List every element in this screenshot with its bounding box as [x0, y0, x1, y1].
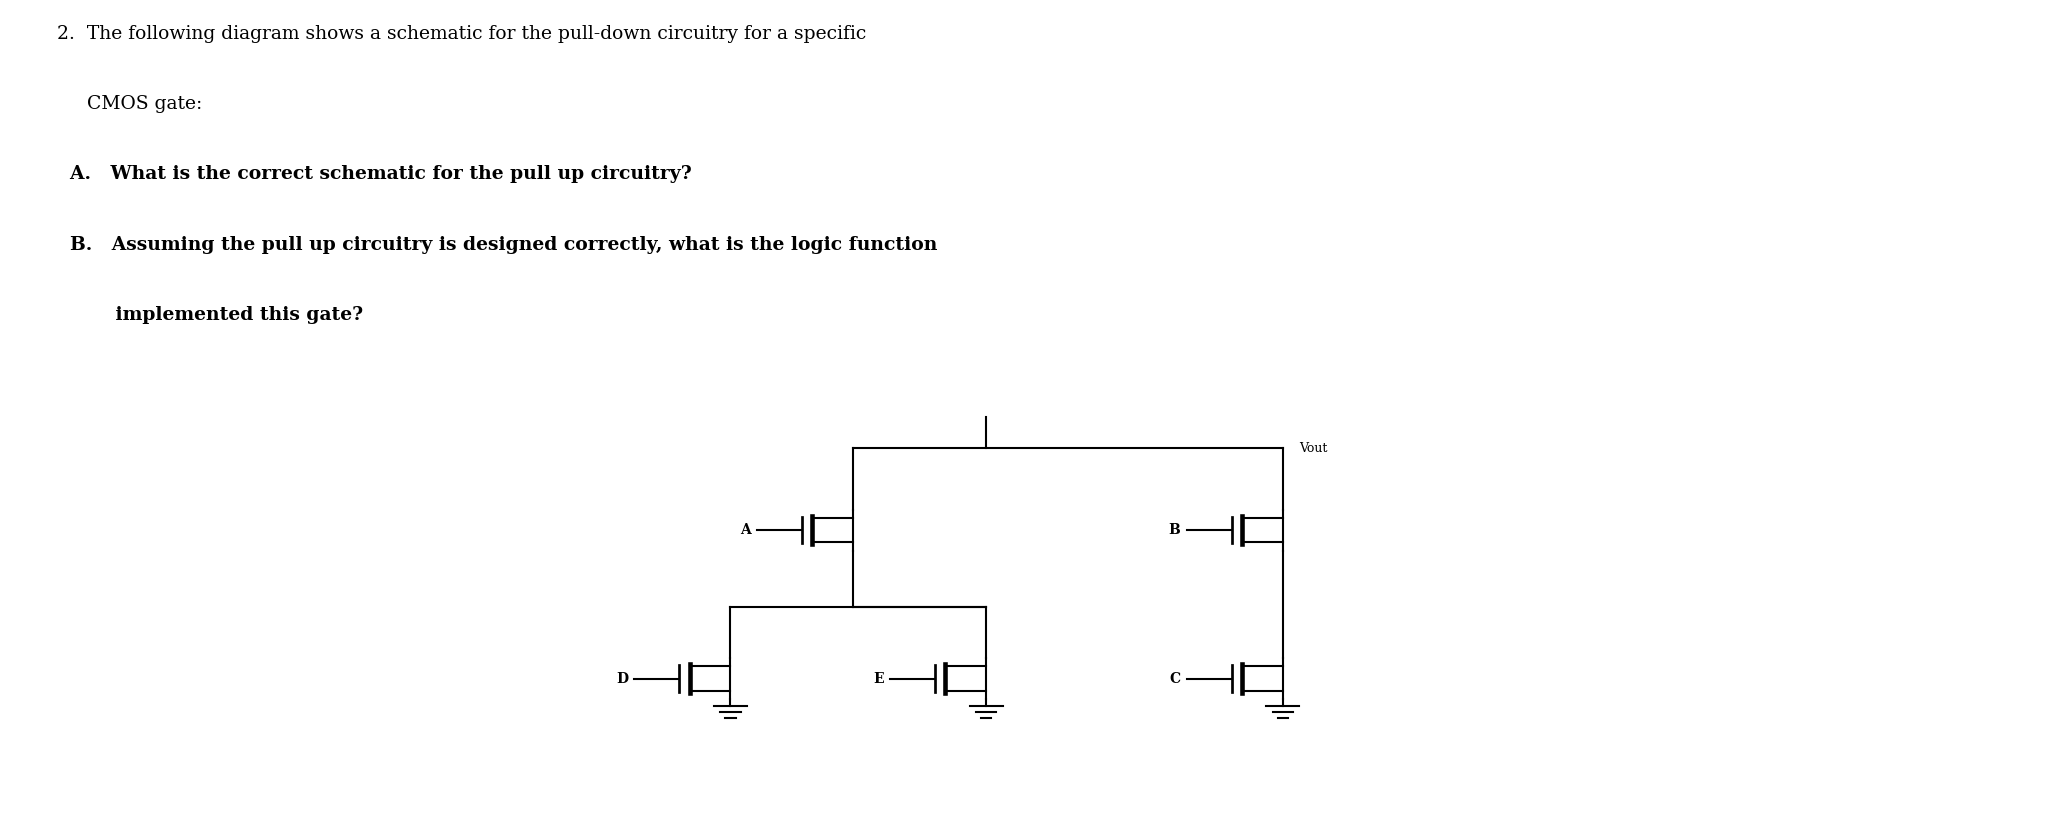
- Text: A.   What is the correct schematic for the pull up circuitry?: A. What is the correct schematic for the…: [57, 165, 692, 184]
- Text: A: A: [741, 523, 751, 537]
- Text: B: B: [1168, 523, 1181, 537]
- Text: B.   Assuming the pull up circuitry is designed correctly, what is the logic fun: B. Assuming the pull up circuitry is des…: [57, 236, 937, 254]
- Text: Vout: Vout: [1299, 442, 1328, 455]
- Text: 2.  The following diagram shows a schematic for the pull-down circuitry for a sp: 2. The following diagram shows a schemat…: [57, 25, 868, 43]
- Text: D: D: [616, 672, 628, 686]
- Text: implemented this gate?: implemented this gate?: [57, 306, 364, 324]
- Text: C: C: [1170, 672, 1181, 686]
- Text: CMOS gate:: CMOS gate:: [57, 95, 203, 113]
- Text: E: E: [874, 672, 884, 686]
